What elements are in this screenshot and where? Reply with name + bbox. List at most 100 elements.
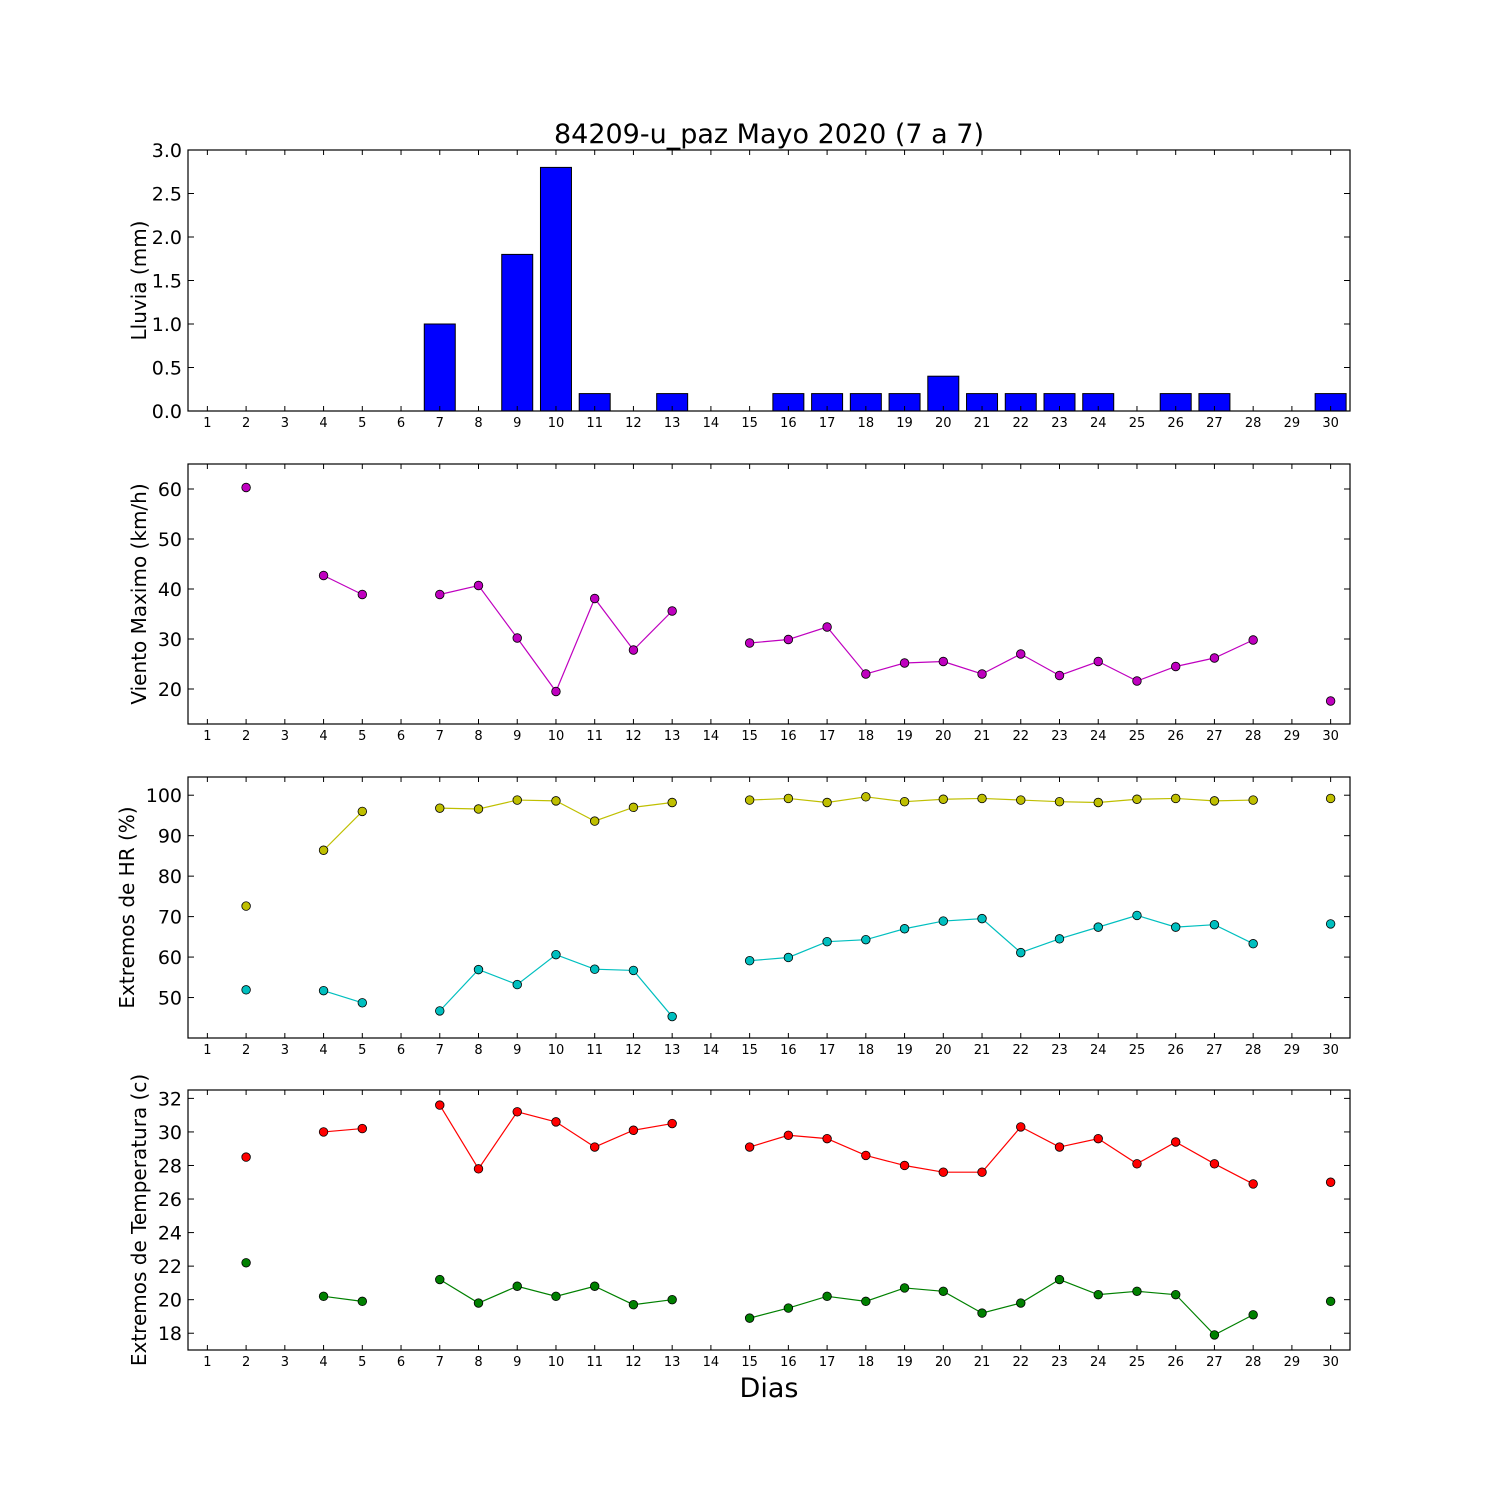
- data-point: [318, 845, 329, 855]
- data-point: [783, 793, 794, 804]
- x-tick-label: 23: [1051, 1043, 1068, 1058]
- x-tick-label: 11: [586, 1043, 603, 1058]
- data-point: [667, 606, 677, 616]
- x-tick-label: 16: [780, 1355, 797, 1370]
- x-tick-label: 2: [242, 416, 250, 431]
- x-tick-label: 2: [242, 1043, 250, 1058]
- x-tick-label: 21: [974, 416, 991, 431]
- x-tick-label: 3: [281, 1355, 289, 1370]
- data-point: [977, 913, 987, 924]
- data-point: [938, 1167, 949, 1177]
- y-tick-label: 50: [158, 988, 182, 1010]
- data-point: [473, 1164, 484, 1174]
- x-tick-label: 23: [1051, 729, 1068, 744]
- bar: [423, 323, 456, 412]
- x-tick-label: 29: [1284, 1043, 1301, 1058]
- x-tick-label: 29: [1284, 1355, 1301, 1370]
- x-tick-label: 20: [935, 416, 952, 431]
- data-point: [628, 645, 639, 655]
- data-point: [822, 622, 832, 632]
- x-tick-label: 19: [896, 729, 913, 744]
- data-point: [628, 802, 639, 813]
- x-tick-label: 27: [1206, 416, 1223, 431]
- data-point: [1325, 919, 1336, 929]
- x-tick-label: 3: [281, 1043, 289, 1058]
- x-tick-label: 6: [397, 1355, 405, 1370]
- x-tick-label: 24: [1090, 416, 1107, 431]
- data-point: [667, 1294, 677, 1305]
- data-point: [1325, 793, 1336, 804]
- x-tick-label: 28: [1245, 416, 1262, 431]
- x-tick-label: 14: [703, 1043, 720, 1058]
- data-point: [473, 580, 484, 591]
- bar: [539, 166, 572, 412]
- data-point: [1248, 1310, 1258, 1320]
- data-point: [977, 1167, 987, 1177]
- series-line: [749, 1278, 1254, 1336]
- data-point: [1209, 919, 1220, 930]
- data-point: [1093, 1133, 1103, 1144]
- x-tick-label: 10: [548, 1043, 565, 1058]
- data-point: [899, 1160, 910, 1171]
- rain-panel: 1 2 3 4 5 6 7 8 9 10 11 12 13 14 15 16 17 18 19 20 21 22 23 24 2…: [127, 140, 1351, 431]
- data-point: [744, 638, 755, 648]
- data-point: [473, 804, 484, 814]
- data-point: [590, 964, 600, 974]
- x-tick-label: 25: [1129, 416, 1146, 431]
- series-line: [323, 1295, 363, 1302]
- y-tick-label: 32: [158, 1088, 182, 1110]
- x-tick-label: 29: [1284, 416, 1301, 431]
- y-axis-label: Lluvia (mm): [127, 221, 151, 341]
- x-tick-label: 9: [513, 1043, 521, 1058]
- x-tick-label: 7: [436, 1043, 444, 1058]
- data-point: [938, 794, 949, 804]
- data-point: [318, 1291, 329, 1302]
- data-point: [938, 1286, 949, 1296]
- data-point: [551, 796, 561, 806]
- data-point: [1054, 670, 1065, 681]
- x-tick-label: 22: [1012, 729, 1029, 744]
- data-point: [861, 792, 871, 802]
- y-tick-label: 3.0: [152, 140, 182, 162]
- y-axis-label: Extremos de HR (%): [115, 806, 139, 1008]
- plot-area: [188, 464, 1350, 724]
- x-tick-label: 26: [1167, 729, 1184, 744]
- x-tick-label: 14: [703, 1355, 720, 1370]
- y-tick-label: 60: [158, 479, 182, 501]
- humidity-panel: 1 2 3 4 5 6 7 8 9 10 11 12 13 14 15 16 17 18 19 20 21 22 23 24 2…: [115, 776, 1351, 1058]
- data-point: [1170, 922, 1181, 932]
- x-tick-label: 1: [203, 416, 211, 431]
- data-point: [667, 797, 677, 808]
- data-point: [357, 1296, 368, 1307]
- data-point: [628, 1125, 639, 1135]
- data-point: [744, 956, 755, 966]
- y-tick-label: 90: [158, 826, 182, 848]
- x-tick-label: 4: [319, 1355, 327, 1370]
- x-tick-label: 11: [586, 729, 603, 744]
- x-tick-label: 14: [703, 729, 720, 744]
- x-tick-label: 13: [664, 1355, 681, 1370]
- y-tick-label: 1.0: [152, 314, 182, 336]
- x-tick-label: 18: [858, 1043, 875, 1058]
- y-tick-label: 70: [158, 907, 182, 929]
- x-tick-label: 8: [474, 1043, 482, 1058]
- x-tick-label: 17: [819, 1355, 836, 1370]
- data-point: [1170, 661, 1181, 672]
- x-tick-label: 3: [281, 416, 289, 431]
- x-tick-label: 21: [974, 729, 991, 744]
- x-tick-label: 7: [436, 1355, 444, 1370]
- y-tick-label: 100: [146, 785, 182, 807]
- data-point: [357, 589, 368, 600]
- series-line: [323, 574, 363, 596]
- x-tick-label: 11: [586, 1355, 603, 1370]
- x-tick-label: 28: [1245, 729, 1262, 744]
- x-tick-label: 9: [513, 729, 521, 744]
- x-tick-label: 16: [780, 1043, 797, 1058]
- x-tick-label: 11: [586, 416, 603, 431]
- data-point: [1132, 794, 1142, 804]
- data-point: [861, 934, 871, 945]
- x-tick-label: 18: [858, 729, 875, 744]
- y-tick-label: 22: [158, 1256, 182, 1278]
- x-tick-label: 4: [319, 729, 327, 744]
